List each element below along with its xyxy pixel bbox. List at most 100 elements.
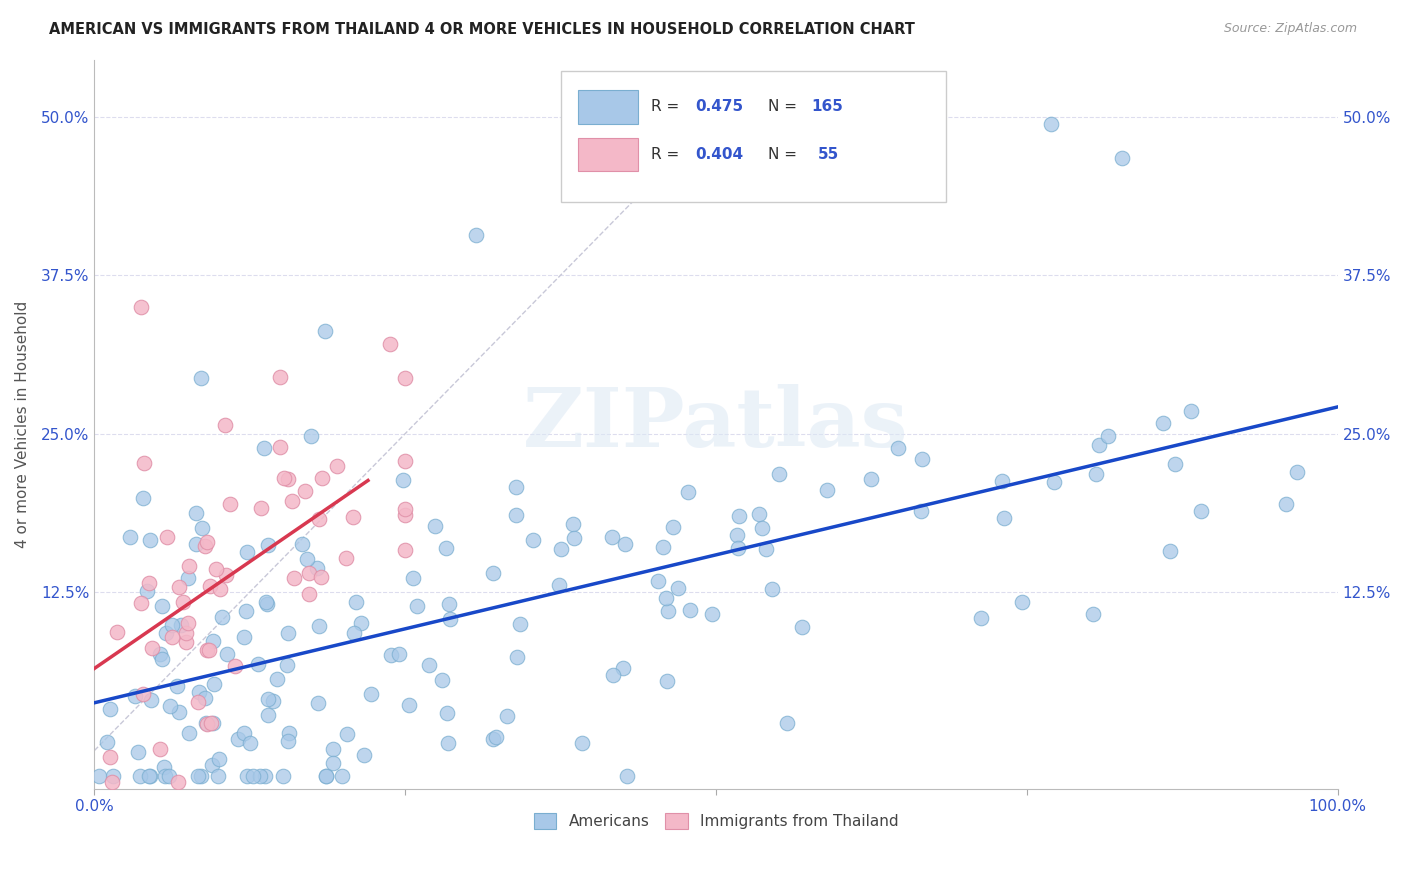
Point	[89, 769, 111, 783]
Point	[394, 454, 416, 468]
Point	[910, 504, 932, 518]
Point	[614, 536, 637, 550]
Point	[291, 537, 314, 551]
Point	[602, 668, 624, 682]
Point	[249, 769, 271, 783]
Point	[177, 615, 200, 630]
Point	[406, 599, 429, 614]
Point	[481, 731, 503, 746]
Point	[790, 620, 813, 634]
Point	[1085, 467, 1108, 482]
Point	[1275, 497, 1298, 511]
Point	[418, 657, 440, 672]
Point	[187, 769, 209, 783]
Point	[335, 550, 357, 565]
Text: R =: R =	[651, 147, 685, 161]
Point	[761, 582, 783, 596]
Point	[309, 570, 332, 584]
Point	[1180, 404, 1202, 418]
Point	[232, 726, 254, 740]
Point	[616, 769, 638, 783]
Point	[98, 702, 121, 716]
Point	[170, 617, 193, 632]
Point	[436, 706, 458, 720]
Point	[522, 533, 544, 548]
Point	[311, 471, 333, 485]
Point	[548, 578, 571, 592]
Point	[191, 521, 214, 535]
Point	[1159, 544, 1181, 558]
Point	[482, 566, 505, 581]
Text: 0.404: 0.404	[695, 147, 742, 161]
Point	[439, 612, 461, 626]
Point	[509, 616, 531, 631]
Point	[172, 595, 194, 609]
Point	[342, 510, 364, 524]
Point	[571, 736, 593, 750]
Point	[176, 625, 198, 640]
Point	[322, 742, 344, 756]
Point	[150, 599, 173, 613]
Point	[402, 571, 425, 585]
Point	[815, 483, 838, 497]
Point	[768, 97, 790, 112]
Point	[394, 543, 416, 558]
Point	[1111, 151, 1133, 165]
Point	[271, 769, 294, 783]
Point	[276, 657, 298, 672]
Point	[190, 769, 212, 783]
Point	[242, 769, 264, 783]
Point	[294, 484, 316, 499]
Point	[266, 673, 288, 687]
Point	[725, 528, 748, 542]
Point	[970, 611, 993, 625]
Point	[214, 418, 236, 433]
Point	[436, 736, 458, 750]
Point	[277, 626, 299, 640]
Point	[239, 736, 262, 750]
Point	[124, 689, 146, 703]
Point	[394, 371, 416, 385]
Point	[425, 519, 447, 533]
Point	[1039, 117, 1062, 131]
Point	[262, 694, 284, 708]
Point	[505, 508, 527, 523]
Point	[887, 441, 910, 455]
Point	[655, 591, 678, 605]
Point	[202, 716, 225, 731]
Point	[233, 630, 256, 644]
Point	[661, 519, 683, 533]
Point	[236, 544, 259, 558]
Point	[676, 484, 699, 499]
Text: 55: 55	[818, 147, 839, 161]
Point	[153, 769, 176, 783]
Point	[702, 607, 724, 622]
Point	[273, 471, 295, 485]
Point	[177, 571, 200, 585]
Point	[194, 691, 217, 706]
Point	[353, 747, 375, 762]
Point	[360, 687, 382, 701]
Point	[776, 715, 799, 730]
Text: ZIPatlas: ZIPatlas	[523, 384, 908, 464]
Point	[344, 595, 367, 609]
Point	[277, 734, 299, 748]
Point	[430, 673, 453, 687]
Point	[496, 708, 519, 723]
Point	[159, 698, 181, 713]
Text: N =: N =	[768, 147, 803, 161]
Point	[1043, 475, 1066, 489]
Point	[215, 647, 238, 661]
Point	[167, 706, 190, 720]
Point	[394, 502, 416, 516]
Point	[160, 618, 183, 632]
Point	[612, 661, 634, 675]
Point	[269, 369, 291, 384]
Point	[647, 574, 669, 589]
Point	[132, 687, 155, 701]
Point	[727, 508, 749, 523]
Point	[177, 726, 200, 740]
Point	[392, 473, 415, 487]
Point	[380, 648, 402, 663]
Point	[100, 750, 122, 764]
